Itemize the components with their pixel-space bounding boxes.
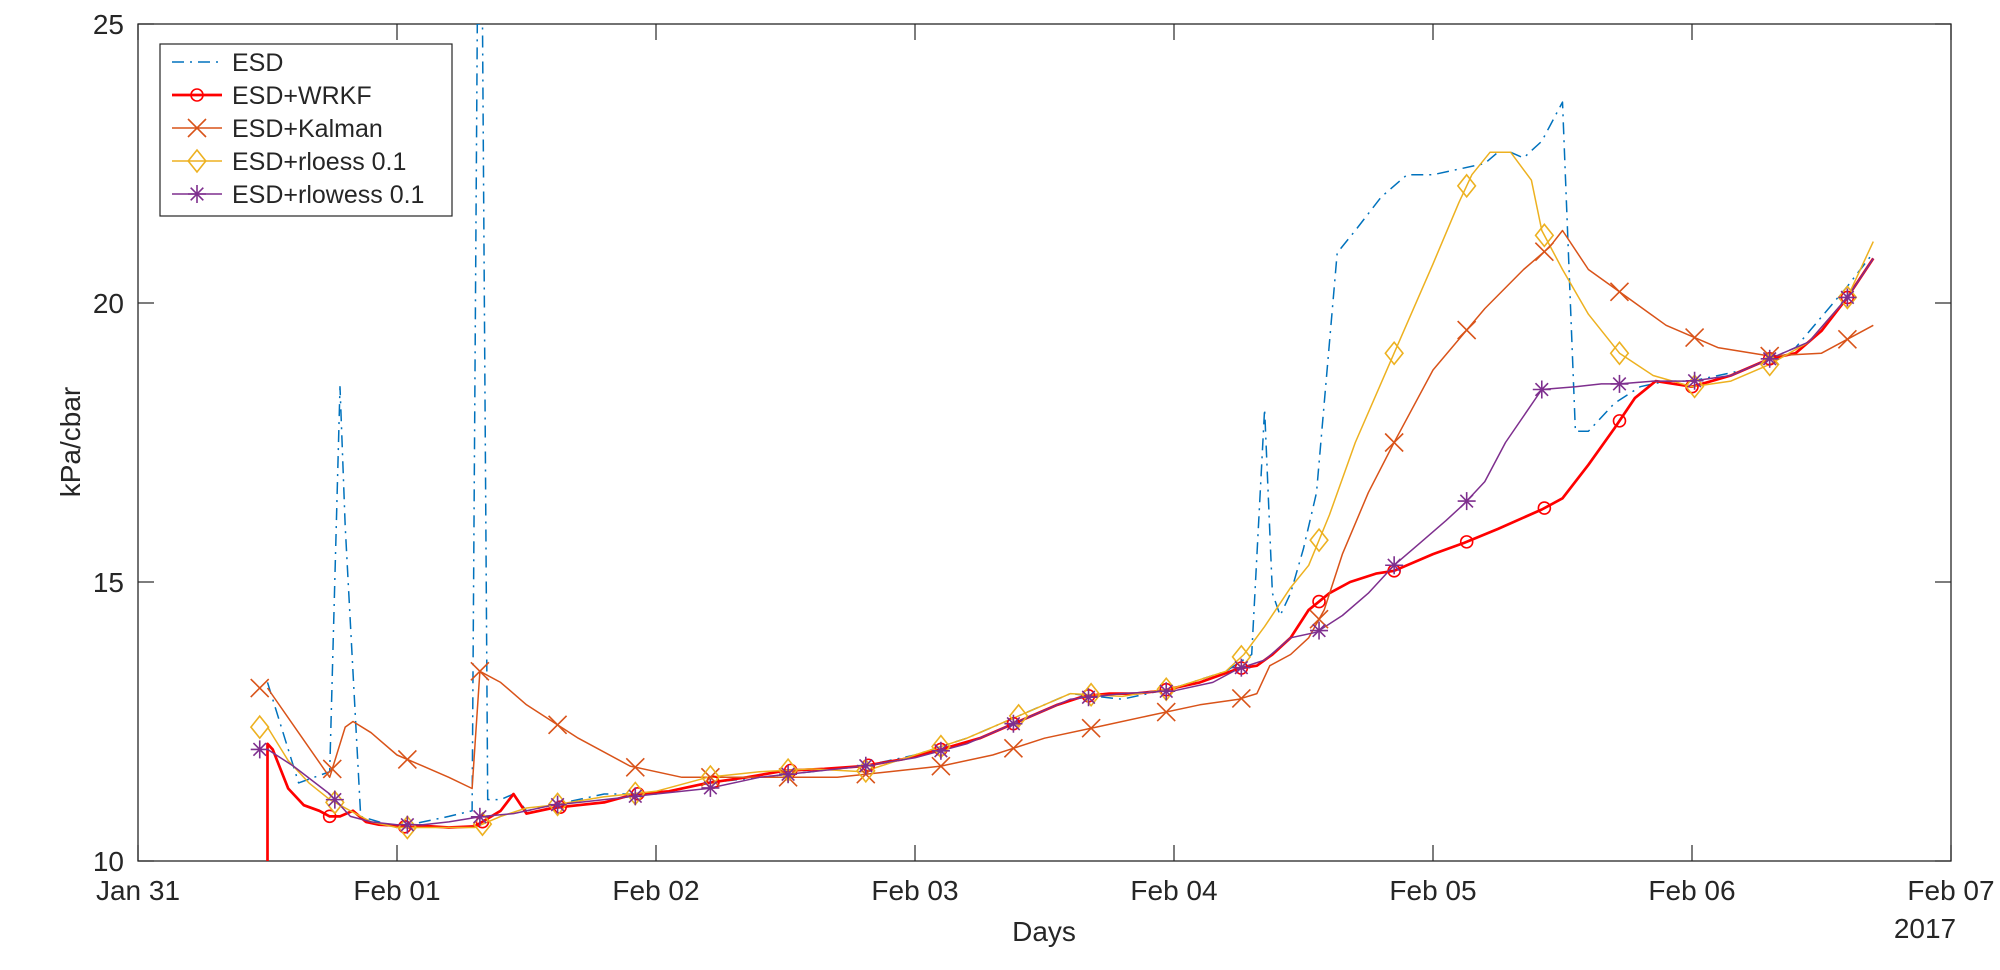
series-marker	[1003, 738, 1023, 758]
series-marker	[1534, 242, 1554, 262]
y-tick-label: 20	[93, 288, 124, 319]
series-marker	[1685, 328, 1705, 348]
series-marker	[1456, 173, 1477, 199]
series-marker	[1312, 594, 1326, 609]
legend-label: ESD+Kalman	[232, 115, 383, 143]
series-marker	[547, 792, 568, 817]
legend-marker	[188, 185, 206, 203]
x-tick-label: Feb 05	[1389, 875, 1476, 906]
series-marker	[1008, 703, 1029, 729]
x-tick-label: Feb 02	[612, 875, 699, 906]
legend-label: ESD	[232, 49, 283, 77]
series-marker	[397, 815, 418, 840]
series-marker	[1310, 621, 1329, 640]
series-marker	[1457, 492, 1476, 511]
series-marker	[626, 787, 645, 806]
series-marker	[548, 715, 568, 735]
series-line	[267, 257, 1874, 826]
series-marker	[1081, 682, 1101, 707]
series-line	[266, 151, 1874, 829]
legend-marker	[187, 118, 207, 138]
series-marker	[325, 790, 344, 809]
series-marker	[470, 661, 490, 681]
series-marker	[1532, 380, 1551, 399]
series-marker	[931, 756, 951, 776]
series-marker	[931, 741, 950, 760]
series-marker	[322, 759, 342, 779]
series-marker	[1384, 340, 1404, 366]
legend-label: ESD+rloess 0.1	[232, 148, 406, 176]
series-marker	[1837, 285, 1858, 310]
y-tick-label: 10	[93, 846, 124, 877]
x-tick-label: Feb 03	[871, 875, 958, 906]
series-marker	[250, 740, 269, 759]
series-marker	[1081, 718, 1101, 738]
series-marker	[1684, 374, 1705, 399]
series-marker	[325, 790, 345, 815]
series-marker	[1609, 340, 1630, 366]
series-marker	[1537, 501, 1552, 515]
series-marker	[1459, 535, 1474, 549]
series-marker	[250, 678, 270, 698]
y-axis-label: kPa/cbar	[55, 387, 86, 498]
series-marker	[1534, 223, 1555, 248]
series-marker	[1385, 556, 1404, 575]
series-marker	[1004, 714, 1023, 733]
series-marker	[856, 756, 875, 775]
series-marker	[1609, 282, 1630, 302]
series-marker	[1838, 288, 1857, 307]
y-tick-label: 15	[93, 567, 124, 598]
axis-ticks: Jan 31 Feb 01 Feb 02 Feb 03 Feb 04 Feb 05 Feb …	[93, 9, 1995, 906]
series-marker	[855, 758, 876, 784]
series-line	[266, 229, 1874, 790]
series-marker	[1384, 432, 1404, 453]
series-marker	[1079, 688, 1098, 707]
x-tick-label: Feb 06	[1648, 875, 1735, 906]
x-tick-label: Jan 31	[96, 875, 180, 906]
series-marker	[625, 757, 645, 777]
series-marker	[1760, 349, 1779, 368]
x-axis-label: Days	[1012, 916, 1076, 947]
markers-layer	[249, 173, 1858, 840]
series-marker	[397, 749, 417, 770]
series-marker	[548, 795, 567, 814]
x-tick-label: Feb 07	[1907, 875, 1994, 906]
series-marker	[249, 714, 270, 740]
y-tick-label: 25	[93, 9, 124, 40]
series-marker	[1157, 682, 1176, 701]
x-year-label: 2017	[1894, 913, 1956, 944]
legend: ESD ESD+WRKF ESD+Kalman ESD+rloess 0.1 ESD+r…	[159, 43, 453, 217]
series-marker	[1156, 702, 1176, 722]
series-marker	[1612, 414, 1627, 428]
series-marker	[398, 815, 417, 834]
series-marker	[1759, 352, 1780, 377]
legend-box	[159, 43, 453, 217]
legend-marker	[190, 88, 204, 102]
x-tick-label: Feb 01	[353, 875, 440, 906]
series-marker	[700, 767, 720, 787]
series-marker	[470, 807, 489, 826]
series-marker	[779, 765, 798, 784]
legend-label: ESD+rlowess 0.1	[232, 181, 424, 209]
legend-marker	[187, 148, 207, 174]
series-marker	[1837, 329, 1857, 349]
series-marker	[1309, 527, 1329, 553]
x-tick-label: Feb 04	[1130, 875, 1217, 906]
series-marker	[322, 809, 337, 824]
series-marker	[1610, 374, 1629, 393]
series-marker	[1457, 320, 1477, 340]
series-marker	[701, 778, 720, 797]
series-marker	[1231, 688, 1251, 708]
series-line	[266, 24, 1874, 829]
series-marker	[1685, 371, 1704, 390]
series-layer	[266, 24, 1875, 861]
series-marker	[1232, 658, 1251, 677]
legend-label: ESD+WRKF	[232, 82, 372, 110]
